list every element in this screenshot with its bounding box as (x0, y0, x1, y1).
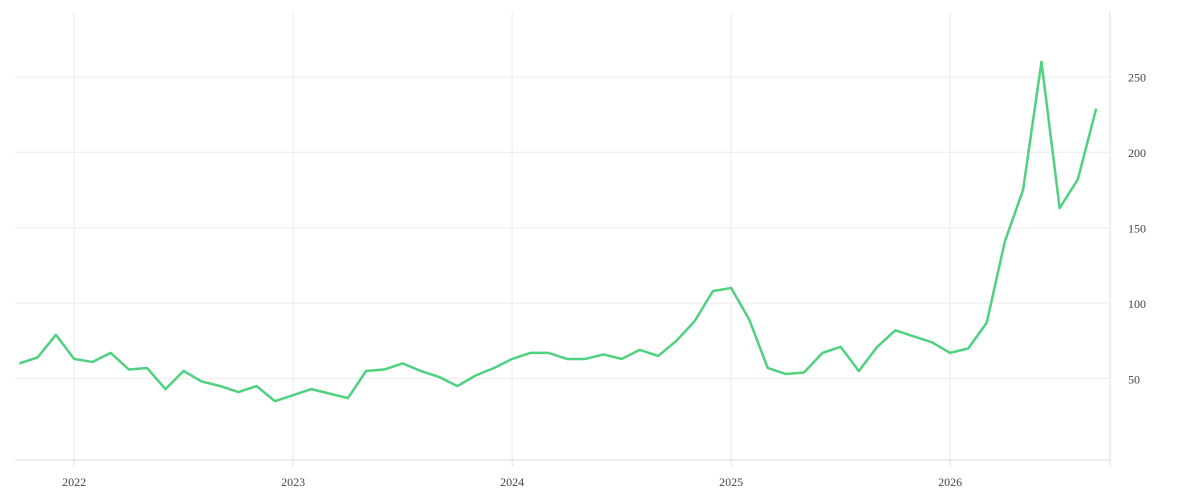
y-tick-label: 200 (1128, 146, 1146, 160)
line-series (18, 60, 1098, 403)
x-tick-label: 2026 (938, 475, 962, 489)
x-tick-label: 2023 (281, 475, 305, 489)
x-tick-label: 2022 (62, 475, 86, 489)
x-tick-label: 2024 (500, 475, 524, 489)
x-tick-label: 2025 (719, 475, 743, 489)
y-tick-label: 250 (1128, 71, 1146, 85)
y-tick-label: 100 (1128, 297, 1146, 311)
y-tick-label: 150 (1128, 221, 1146, 235)
y-tick-label: 50 (1128, 372, 1140, 386)
